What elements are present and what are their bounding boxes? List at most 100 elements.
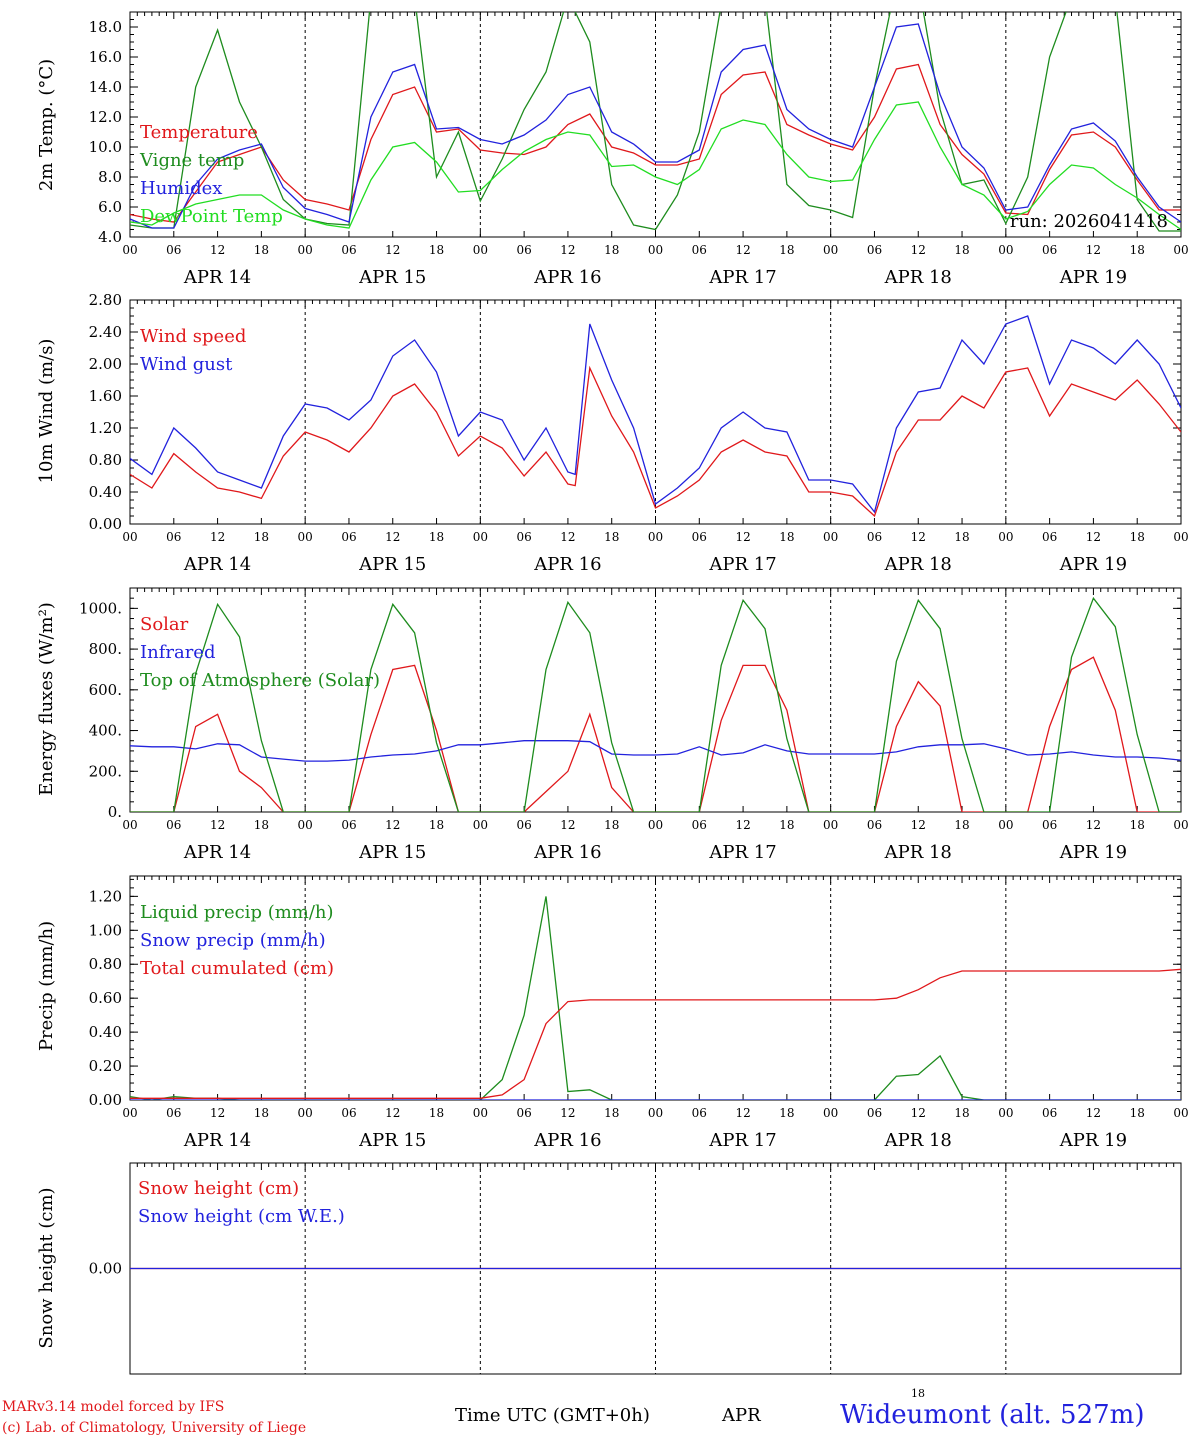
- y-tick-label: 1000.: [79, 599, 122, 617]
- hour-tick-label: 00: [473, 1106, 488, 1120]
- legend-vigne-temp: Vigne temp: [139, 150, 244, 171]
- day-label: APR 18: [884, 1130, 952, 1151]
- hour-tick-label: 12: [560, 243, 575, 257]
- hour-tick-label: 06: [867, 243, 882, 257]
- hour-tick-label: 18: [779, 243, 794, 257]
- hour-tick-label: 06: [516, 530, 531, 544]
- hour-tick-label: 00: [122, 530, 137, 544]
- y-tick-label: 400.: [89, 722, 122, 740]
- y-tick-label: 14.0: [89, 78, 122, 96]
- month-label: APR: [722, 1405, 761, 1426]
- y-tick-label: 2.40: [89, 323, 122, 341]
- legend-humidex: Humidex: [140, 178, 222, 199]
- day-label: APR 14: [183, 267, 251, 288]
- hour-tick-label: 06: [516, 243, 531, 257]
- hour-tick-label: 12: [385, 243, 400, 257]
- day-label: APR 17: [708, 267, 776, 288]
- hour-tick-label: 12: [735, 243, 750, 257]
- legend-snow-precip-mm-h-: Snow precip (mm/h): [140, 930, 326, 951]
- hour-tick-label: 00: [473, 530, 488, 544]
- day-label: APR 19: [1059, 554, 1127, 575]
- y-tick-label: 4.0: [98, 228, 122, 246]
- y-tick-label: 0.: [108, 803, 122, 821]
- hour-tick-label: 06: [867, 1106, 882, 1120]
- y-tick-label: 0.60: [89, 989, 122, 1007]
- hour-tick-label: 00: [122, 1106, 137, 1120]
- hour-tick-label: 18: [954, 1106, 969, 1120]
- y-tick-label: 8.0: [98, 168, 122, 186]
- hour-tick-label: 00: [298, 818, 313, 832]
- run-annotation: run: 2026041418: [1010, 211, 1168, 232]
- hour-tick-label: 06: [1042, 243, 1057, 257]
- y-axis-label: Precip (mm/h): [36, 921, 57, 1051]
- y-tick-label: 0.20: [89, 1057, 122, 1075]
- y-tick-label: 18.0: [89, 18, 122, 36]
- y-axis-label: Energy fluxes (W/m²): [36, 602, 57, 796]
- hour-tick-label: 00: [823, 530, 838, 544]
- hour-tick-label: 18: [1130, 243, 1145, 257]
- day-label: APR 18: [884, 842, 952, 863]
- series-dewpoint-temp: [130, 101, 1181, 231]
- hour-tick-label: 18: [604, 818, 619, 832]
- hour-tick-label: 12: [385, 818, 400, 832]
- y-tick-label: 2.80: [89, 291, 122, 309]
- hour-tick-label: 12: [210, 818, 225, 832]
- series-humidex: [130, 23, 1181, 229]
- legend-wind-speed: Wind speed: [140, 326, 246, 347]
- panel-3-frame: [129, 587, 1182, 813]
- legend-top-of-atmosphere-solar-: Top of Atmosphere (Solar): [140, 670, 380, 691]
- y-tick-label: 200.: [89, 762, 122, 780]
- hour-tick-label: 06: [166, 1106, 181, 1120]
- day-label: APR 15: [358, 267, 426, 288]
- hour-tick-label: 06: [692, 530, 707, 544]
- y-tick-label: 10.0: [89, 138, 122, 156]
- hour-tick-label: 18: [429, 530, 444, 544]
- day-label: APR 16: [533, 554, 601, 575]
- legend-total-cumulated-cm-: Total cumulated (cm): [140, 958, 334, 979]
- hour-tick-label: 00: [473, 818, 488, 832]
- hour-tick-label: 18: [954, 530, 969, 544]
- y-tick-label: 1.20: [89, 419, 122, 437]
- hour-tick-label: 18: [254, 243, 269, 257]
- hour-tick-label: 06: [341, 1106, 356, 1120]
- legend-solar: Solar: [140, 614, 189, 635]
- y-axis-label: Snow height (cm): [36, 1187, 57, 1348]
- hour-tick-label: 18: [1130, 530, 1145, 544]
- day-number: 18: [911, 1387, 925, 1400]
- hour-tick-label: 12: [911, 818, 926, 832]
- y-tick-label: 0.00: [89, 515, 122, 533]
- hour-tick-label: 00: [648, 530, 663, 544]
- day-label: APR 16: [533, 267, 601, 288]
- hour-tick-label: 18: [604, 1106, 619, 1120]
- hour-tick-label: 12: [911, 243, 926, 257]
- day-label: APR 17: [708, 554, 776, 575]
- day-label: APR 17: [708, 1130, 776, 1151]
- hour-tick-label: 06: [341, 243, 356, 257]
- hour-tick-label: 18: [604, 243, 619, 257]
- day-label: APR 18: [884, 554, 952, 575]
- day-label: APR 15: [358, 1130, 426, 1151]
- hour-tick-label: 06: [166, 530, 181, 544]
- hour-tick-label: 12: [1086, 818, 1101, 832]
- hour-tick-label: 18: [954, 243, 969, 257]
- series-wind-speed: [130, 365, 1181, 518]
- y-tick-label: 800.: [89, 640, 122, 658]
- y-tick-label: 0.00: [89, 1091, 122, 1109]
- y-tick-label: 0.80: [89, 955, 122, 973]
- hour-tick-label: 06: [1042, 818, 1057, 832]
- hour-tick-label: 00: [823, 243, 838, 257]
- y-tick-label: 0.40: [89, 483, 122, 501]
- legend-wind-gust: Wind gust: [140, 354, 233, 375]
- hour-tick-label: 18: [429, 818, 444, 832]
- series-wind-gust: [130, 315, 1181, 514]
- hour-tick-label: 12: [385, 530, 400, 544]
- hour-tick-label: 00: [298, 1106, 313, 1120]
- y-axis-label: 10m Wind (m/s): [36, 339, 57, 484]
- y-tick-label: 0.00: [89, 1260, 122, 1278]
- legend-snow-height-cm-w-e-: Snow height (cm W.E.): [138, 1206, 345, 1227]
- y-tick-label: 600.: [89, 681, 122, 699]
- day-label: APR 19: [1059, 267, 1127, 288]
- day-label: APR 14: [183, 1130, 251, 1151]
- hour-tick-label: 18: [954, 818, 969, 832]
- hour-tick-label: 12: [560, 530, 575, 544]
